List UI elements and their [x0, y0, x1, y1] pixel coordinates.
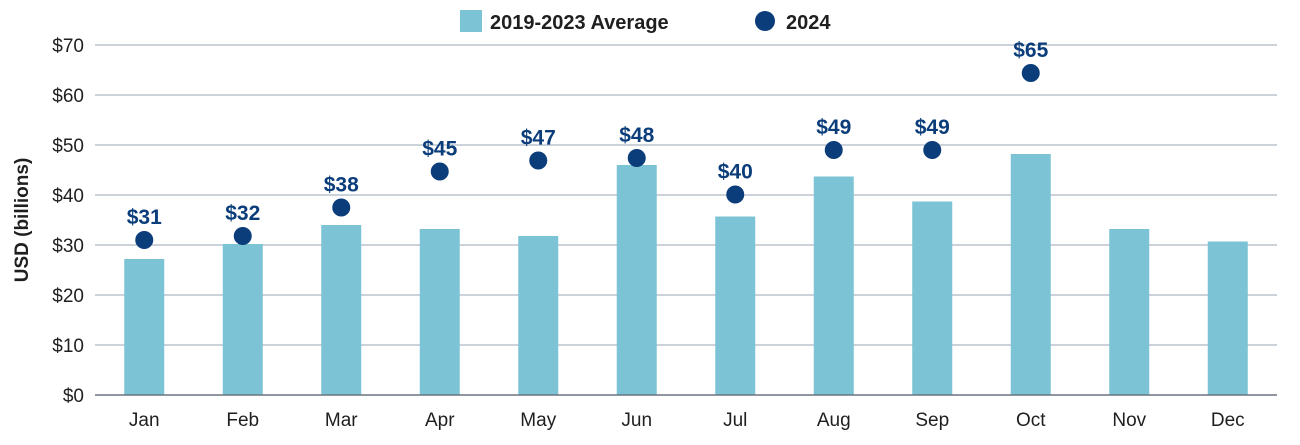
x-tick-label: Feb	[226, 410, 259, 431]
bar	[715, 216, 756, 395]
x-tick-label: Nov	[1112, 410, 1146, 431]
y-tick-label: $50	[52, 136, 84, 157]
y-tick-label: $20	[52, 286, 84, 307]
data-label: $47	[521, 127, 556, 150]
legend-swatch-average	[460, 10, 482, 32]
bar	[321, 225, 362, 395]
data-label: $49	[915, 116, 950, 139]
data-label: $38	[324, 174, 359, 197]
x-tick-label: Apr	[425, 410, 455, 431]
data-label: $32	[225, 202, 260, 225]
bar	[912, 201, 953, 395]
y-tick-label: $10	[52, 336, 84, 357]
bar	[616, 165, 657, 395]
data-label: $65	[1013, 39, 1048, 62]
bar	[1010, 154, 1051, 395]
y-tick-label: $0	[63, 386, 84, 407]
scatter-point	[430, 162, 449, 181]
bar	[124, 259, 165, 395]
bar	[419, 229, 460, 395]
legend-label-average: 2019-2023 Average	[490, 12, 669, 34]
x-tick-label: Dec	[1211, 410, 1245, 431]
scatter-point	[1021, 64, 1040, 82]
bar-series	[124, 154, 1248, 395]
scatter-point	[529, 151, 548, 170]
data-labels: $31 $32 $38 $45 $47 $48 $40 $49 $49 $65	[127, 39, 1049, 229]
x-axis-ticks: Jan Feb Mar Apr May Jun Jul Aug Sep Oct Nov Dec	[129, 410, 1245, 431]
x-tick-label: May	[520, 410, 556, 431]
bar	[813, 176, 854, 395]
scatter-point	[135, 231, 154, 249]
data-label: $48	[619, 124, 654, 147]
y-tick-label: $30	[52, 236, 84, 257]
grid-lines	[95, 44, 1277, 346]
x-tick-label: Sep	[915, 410, 949, 431]
x-tick-label: Aug	[817, 410, 851, 431]
y-tick-label: $40	[52, 186, 84, 207]
data-label: $31	[127, 206, 162, 229]
scatter-point	[233, 227, 252, 245]
scatter-point	[627, 149, 646, 167]
scatter-point	[726, 185, 745, 204]
y-axis-label: USD (billions)	[12, 158, 33, 283]
x-tick-label: Jun	[621, 410, 652, 431]
x-tick-label: Oct	[1016, 410, 1046, 431]
legend-label-2024: 2024	[786, 12, 831, 34]
legend: 2019-2023 Average 2024	[460, 10, 831, 34]
y-tick-label: $70	[52, 36, 84, 57]
bar	[1109, 229, 1150, 395]
data-label: $49	[816, 116, 851, 139]
legend-swatch-2024	[755, 11, 775, 31]
y-tick-label: $60	[52, 86, 84, 107]
data-label: $40	[718, 161, 753, 184]
scatter-point	[332, 198, 351, 217]
scatter-point	[824, 141, 843, 159]
bar	[1207, 241, 1248, 395]
x-tick-label: Jan	[129, 410, 160, 431]
y-axis-ticks: $0 $10 $20 $30 $40 $50 $60 $70	[52, 36, 84, 407]
scatter-point	[923, 141, 942, 159]
data-label: $45	[422, 138, 457, 161]
bar	[222, 244, 263, 395]
x-tick-label: Mar	[325, 410, 358, 431]
x-tick-label: Jul	[723, 410, 747, 431]
bar	[518, 236, 559, 395]
scatter-series	[135, 64, 1040, 249]
